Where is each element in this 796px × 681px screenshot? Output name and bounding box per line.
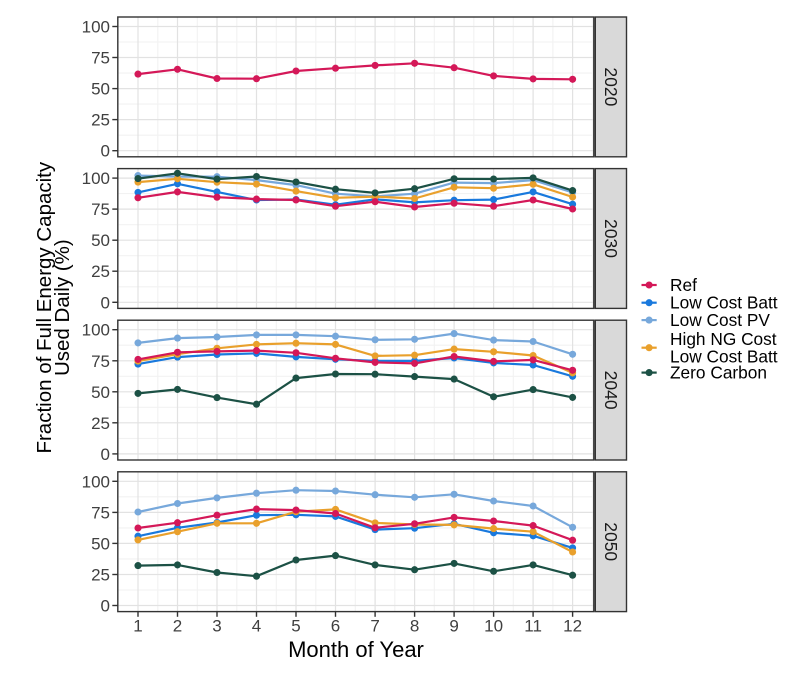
svg-text:0: 0	[101, 597, 110, 616]
svg-text:5: 5	[291, 617, 300, 636]
svg-text:3: 3	[212, 617, 221, 636]
svg-text:25: 25	[91, 262, 110, 281]
svg-text:Ref: Ref	[670, 275, 697, 295]
svg-text:1: 1	[133, 617, 142, 636]
svg-text:2050: 2050	[601, 522, 621, 561]
svg-text:High NG Cost: High NG Cost	[670, 329, 777, 349]
svg-text:75: 75	[91, 352, 110, 371]
svg-text:75: 75	[91, 49, 110, 68]
svg-text:100: 100	[82, 472, 110, 491]
svg-text:Zero Carbon: Zero Carbon	[670, 363, 767, 383]
svg-text:25: 25	[91, 414, 110, 433]
svg-text:0: 0	[101, 142, 110, 161]
svg-text:6: 6	[331, 617, 340, 636]
svg-text:11: 11	[524, 617, 542, 636]
svg-text:9: 9	[449, 617, 458, 636]
svg-text:2020: 2020	[601, 67, 621, 106]
svg-text:Used Daily (%): Used Daily (%)	[51, 239, 74, 376]
svg-text:7: 7	[370, 617, 379, 636]
svg-text:100: 100	[82, 169, 110, 188]
svg-text:100: 100	[82, 321, 110, 340]
svg-text:100: 100	[82, 18, 110, 37]
svg-text:8: 8	[410, 617, 419, 636]
svg-text:50: 50	[91, 80, 110, 99]
svg-text:0: 0	[101, 293, 110, 312]
svg-text:2: 2	[173, 617, 182, 636]
svg-text:Month of Year: Month of Year	[288, 637, 424, 662]
svg-text:2030: 2030	[601, 219, 621, 258]
svg-text:4: 4	[252, 617, 261, 636]
svg-text:50: 50	[91, 383, 110, 402]
svg-text:Low Cost Batt: Low Cost Batt	[670, 293, 778, 313]
svg-text:0: 0	[101, 445, 110, 464]
svg-text:75: 75	[91, 503, 110, 522]
svg-text:Low Cost Batt: Low Cost Batt	[670, 347, 778, 367]
svg-text:50: 50	[91, 231, 110, 250]
svg-text:12: 12	[563, 617, 582, 636]
svg-text:2040: 2040	[601, 371, 621, 410]
svg-text:25: 25	[91, 111, 110, 130]
svg-text:50: 50	[91, 534, 110, 553]
svg-text:25: 25	[91, 566, 110, 585]
svg-text:75: 75	[91, 200, 110, 219]
svg-text:Low Cost PV: Low Cost PV	[670, 310, 770, 330]
svg-text:Fraction of Full Energy Capaci: Fraction of Full Energy Capacity	[33, 161, 56, 453]
svg-text:10: 10	[484, 617, 503, 636]
